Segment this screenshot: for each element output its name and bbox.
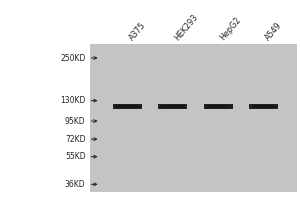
Bar	[115, 105, 140, 108]
Text: 72KD: 72KD	[65, 135, 85, 144]
Bar	[118, 105, 137, 108]
Text: 36KD: 36KD	[65, 180, 85, 189]
Bar	[164, 105, 182, 108]
Bar	[158, 104, 187, 109]
Text: 55KD: 55KD	[65, 152, 85, 161]
Bar	[160, 105, 185, 108]
Bar	[206, 105, 231, 108]
Text: 95KD: 95KD	[65, 117, 85, 126]
Text: 250KD: 250KD	[60, 54, 85, 63]
Bar	[90, 44, 297, 192]
Text: HEK293: HEK293	[173, 12, 200, 42]
Text: 130KD: 130KD	[60, 96, 85, 105]
Bar	[204, 104, 233, 109]
Text: HepG2: HepG2	[218, 15, 243, 42]
Bar	[209, 105, 228, 108]
Bar	[113, 104, 142, 109]
Text: A549: A549	[264, 20, 284, 42]
Text: A375: A375	[127, 20, 148, 42]
Bar	[254, 105, 273, 108]
Bar	[249, 104, 278, 109]
Bar	[252, 105, 276, 108]
